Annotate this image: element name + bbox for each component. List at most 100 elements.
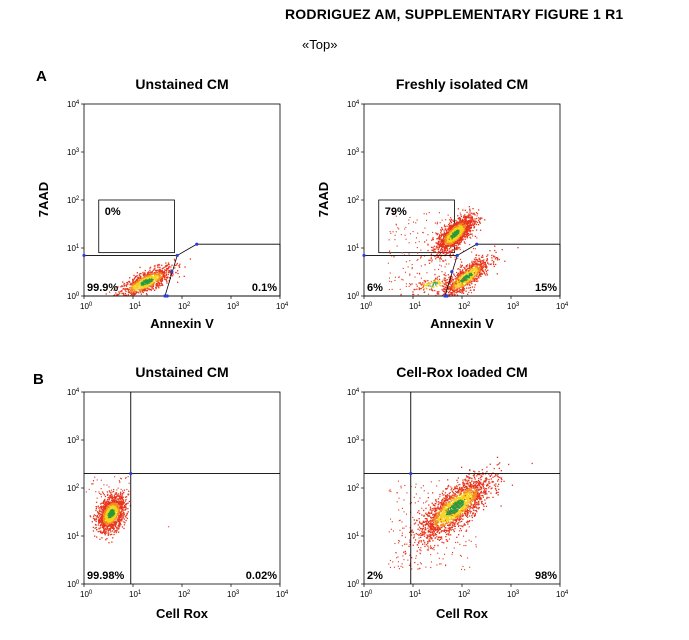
- event-dot: [118, 513, 120, 515]
- event-dot: [127, 476, 129, 478]
- event-dot: [109, 516, 111, 519]
- event-dot: [157, 278, 159, 280]
- event-dot: [103, 525, 106, 527]
- event-dot: [138, 287, 140, 289]
- event-dot: [458, 279, 460, 281]
- event-dot: [145, 281, 147, 284]
- event-dot: [461, 235, 463, 238]
- event-dot: [440, 236, 443, 238]
- event-dot: [108, 498, 110, 500]
- event-dot: [105, 526, 107, 528]
- event-dot: [448, 276, 450, 279]
- event-dot: [450, 228, 453, 230]
- event-dot: [474, 265, 476, 267]
- event-dot: [140, 293, 142, 295]
- event-dot: [456, 290, 458, 292]
- event-dot: [103, 524, 105, 526]
- gate-vertex: [195, 242, 199, 246]
- event-dot: [460, 272, 462, 274]
- event-dot: [463, 278, 466, 280]
- event-dot: [459, 230, 461, 232]
- event-dot: [151, 271, 153, 273]
- event-dot: [438, 243, 440, 246]
- event-dot: [445, 274, 447, 277]
- event-dot: [123, 285, 125, 287]
- event-dot: [459, 238, 461, 240]
- event-dot: [462, 280, 464, 282]
- event-dot: [145, 274, 147, 276]
- event-dot: [473, 212, 475, 214]
- event-dot: [106, 512, 108, 515]
- event-dot: [106, 500, 108, 502]
- event-dot: [107, 530, 109, 532]
- event-dot: [460, 231, 462, 234]
- event-dot: [109, 524, 111, 526]
- event-dot: [388, 289, 390, 291]
- event-dot: [101, 526, 103, 529]
- event-dot: [119, 522, 121, 524]
- event-dot: [465, 270, 467, 272]
- event-dot: [443, 248, 445, 250]
- event-dot: [445, 234, 447, 236]
- event-dot: [120, 493, 122, 495]
- event-dot: [408, 219, 410, 221]
- event-dot: [158, 270, 160, 272]
- event-dot: [479, 266, 481, 269]
- event-dot: [92, 480, 94, 482]
- event-dot: [440, 249, 442, 251]
- event-dot: [111, 501, 113, 503]
- event-dot: [438, 240, 440, 243]
- event-dot: [474, 272, 476, 275]
- event-dot: [462, 239, 464, 241]
- event-dot: [113, 512, 116, 514]
- event-dot: [458, 281, 460, 283]
- event-dot: [131, 282, 133, 284]
- event-dot: [478, 267, 481, 270]
- event-dot: [151, 277, 154, 279]
- event-dot: [452, 241, 454, 243]
- event-dot: [149, 267, 151, 269]
- event-dot: [108, 503, 111, 505]
- event-dot: [102, 492, 105, 495]
- event-dot: [118, 495, 120, 498]
- event-dot: [494, 249, 496, 252]
- event-dot: [105, 513, 107, 515]
- event-dot: [481, 266, 483, 269]
- event-dot: [154, 272, 156, 274]
- event-dot: [114, 497, 116, 500]
- event-dot: [103, 494, 105, 496]
- event-dot: [142, 273, 144, 275]
- event-dot: [470, 276, 472, 278]
- event-dot: [466, 272, 468, 274]
- event-dot: [426, 239, 428, 241]
- event-dot: [460, 238, 463, 241]
- event-dot: [107, 525, 110, 528]
- event-dot: [444, 245, 446, 248]
- event-dot: [103, 500, 105, 502]
- event-dot: [482, 269, 484, 271]
- event-dot: [106, 484, 108, 486]
- event-dot: [112, 496, 114, 499]
- event-dot: [116, 293, 118, 296]
- event-dot: [151, 286, 153, 289]
- event-dot: [99, 503, 102, 505]
- event-dot: [485, 264, 487, 267]
- event-dot: [146, 287, 148, 289]
- event-dot: [449, 240, 451, 242]
- event-dot: [103, 506, 106, 508]
- event-dot: [117, 487, 119, 489]
- event-dot: [131, 285, 134, 287]
- event-dot: [159, 285, 161, 287]
- event-dot: [389, 272, 391, 274]
- event-dot: [108, 502, 110, 504]
- event-dot: [112, 514, 114, 516]
- event-dot: [423, 283, 425, 285]
- event-dot: [472, 265, 475, 268]
- event-dot: [132, 287, 134, 289]
- event-dot: [464, 231, 466, 233]
- event-dot: [422, 232, 424, 234]
- event-dot: [110, 518, 112, 520]
- event-dot: [105, 518, 107, 520]
- event-dot: [118, 509, 120, 511]
- event-dot: [101, 524, 104, 526]
